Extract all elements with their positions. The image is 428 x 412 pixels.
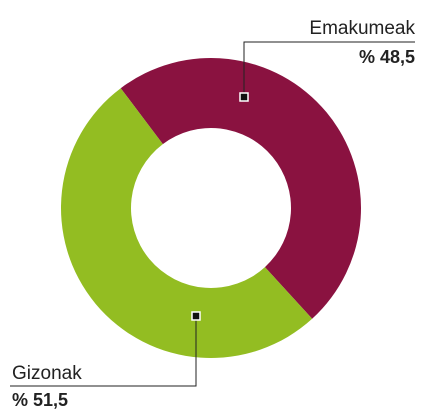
slice [61, 88, 313, 358]
slice [120, 57, 362, 319]
leader-marker [191, 311, 201, 321]
labels: Emakumeak % 48,5 Gizonak % 51,5 [10, 18, 415, 410]
leader-marker [239, 92, 249, 102]
value-label: % 48,5 [359, 47, 415, 67]
donut [61, 57, 362, 358]
legend-label: Gizonak [12, 363, 82, 384]
value-label: % 51,5 [12, 390, 68, 410]
legend-label: Emakumeak [309, 18, 415, 39]
leader-line [10, 316, 197, 387]
leader-line [243, 41, 415, 97]
